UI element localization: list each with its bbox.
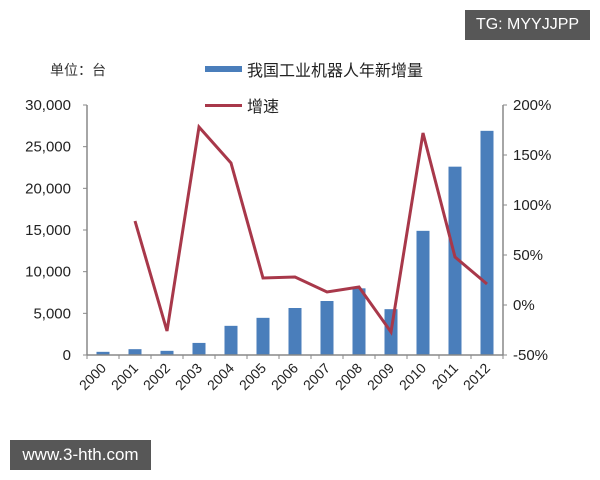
legend-bar-swatch-icon [205, 66, 242, 72]
right-tick-label: -50% [513, 347, 548, 364]
right-tick-label: 100% [513, 197, 551, 214]
left-tick-label: 25,000 [25, 139, 71, 156]
watermark-bottom: www.3-hth.com [10, 440, 151, 470]
right-tick-label: 200% [513, 97, 551, 114]
growth-rate-line [133, 123, 488, 336]
x-tick-label: 2003 [172, 360, 205, 393]
left-tick-label: 5,000 [33, 305, 71, 322]
right-tick-label: 50% [513, 247, 543, 264]
bar-2002 [160, 350, 174, 355]
x-tick-label: 2008 [332, 360, 365, 393]
x-tick-label: 2011 [429, 360, 462, 393]
left-tick-label: 20,000 [25, 180, 71, 197]
legend-item-bar: 我国工业机器人年新增量 [205, 57, 423, 81]
bar-2004 [224, 325, 238, 355]
right-tick-label: 0% [513, 297, 535, 314]
bar-2001 [128, 349, 142, 355]
x-tick-label: 2010 [396, 360, 429, 393]
x-tick-label: 2007 [300, 360, 333, 393]
bar-2000 [96, 351, 110, 355]
bar-2005 [256, 317, 270, 355]
bar-2011 [448, 166, 462, 355]
left-tick-label: 0 [63, 347, 71, 364]
bar-2012 [480, 130, 494, 355]
left-tick-label: 30,000 [25, 97, 71, 114]
legend-bar-label: 我国工业机器人年新增量 [247, 61, 424, 80]
unit-label: 单位：台 [50, 63, 106, 79]
x-tick-label: 2000 [76, 360, 109, 393]
x-tick-label: 2001 [108, 360, 141, 393]
legend-item-line: 增速 [205, 93, 279, 117]
legend-line-label: 增速 [247, 97, 280, 116]
x-tick-label: 2009 [364, 360, 397, 393]
legend-line-swatch-icon [205, 103, 242, 107]
watermark-top: TG: MYYJJPP [465, 10, 590, 40]
bar-2006 [288, 308, 302, 355]
x-tick-label: 2002 [140, 360, 173, 393]
x-tick-label: 2004 [204, 360, 237, 393]
bar-2003 [192, 342, 206, 355]
right-tick-label: 150% [513, 147, 551, 164]
x-tick-label: 2006 [268, 360, 301, 393]
x-tick-label: 2012 [460, 360, 493, 393]
left-tick-label: 15,000 [25, 222, 71, 239]
bar-2008 [352, 288, 366, 355]
bar-2007 [320, 301, 334, 355]
bar-2010 [416, 230, 430, 355]
left-tick-label: 10,000 [25, 264, 71, 281]
x-tick-label: 2005 [236, 360, 269, 393]
